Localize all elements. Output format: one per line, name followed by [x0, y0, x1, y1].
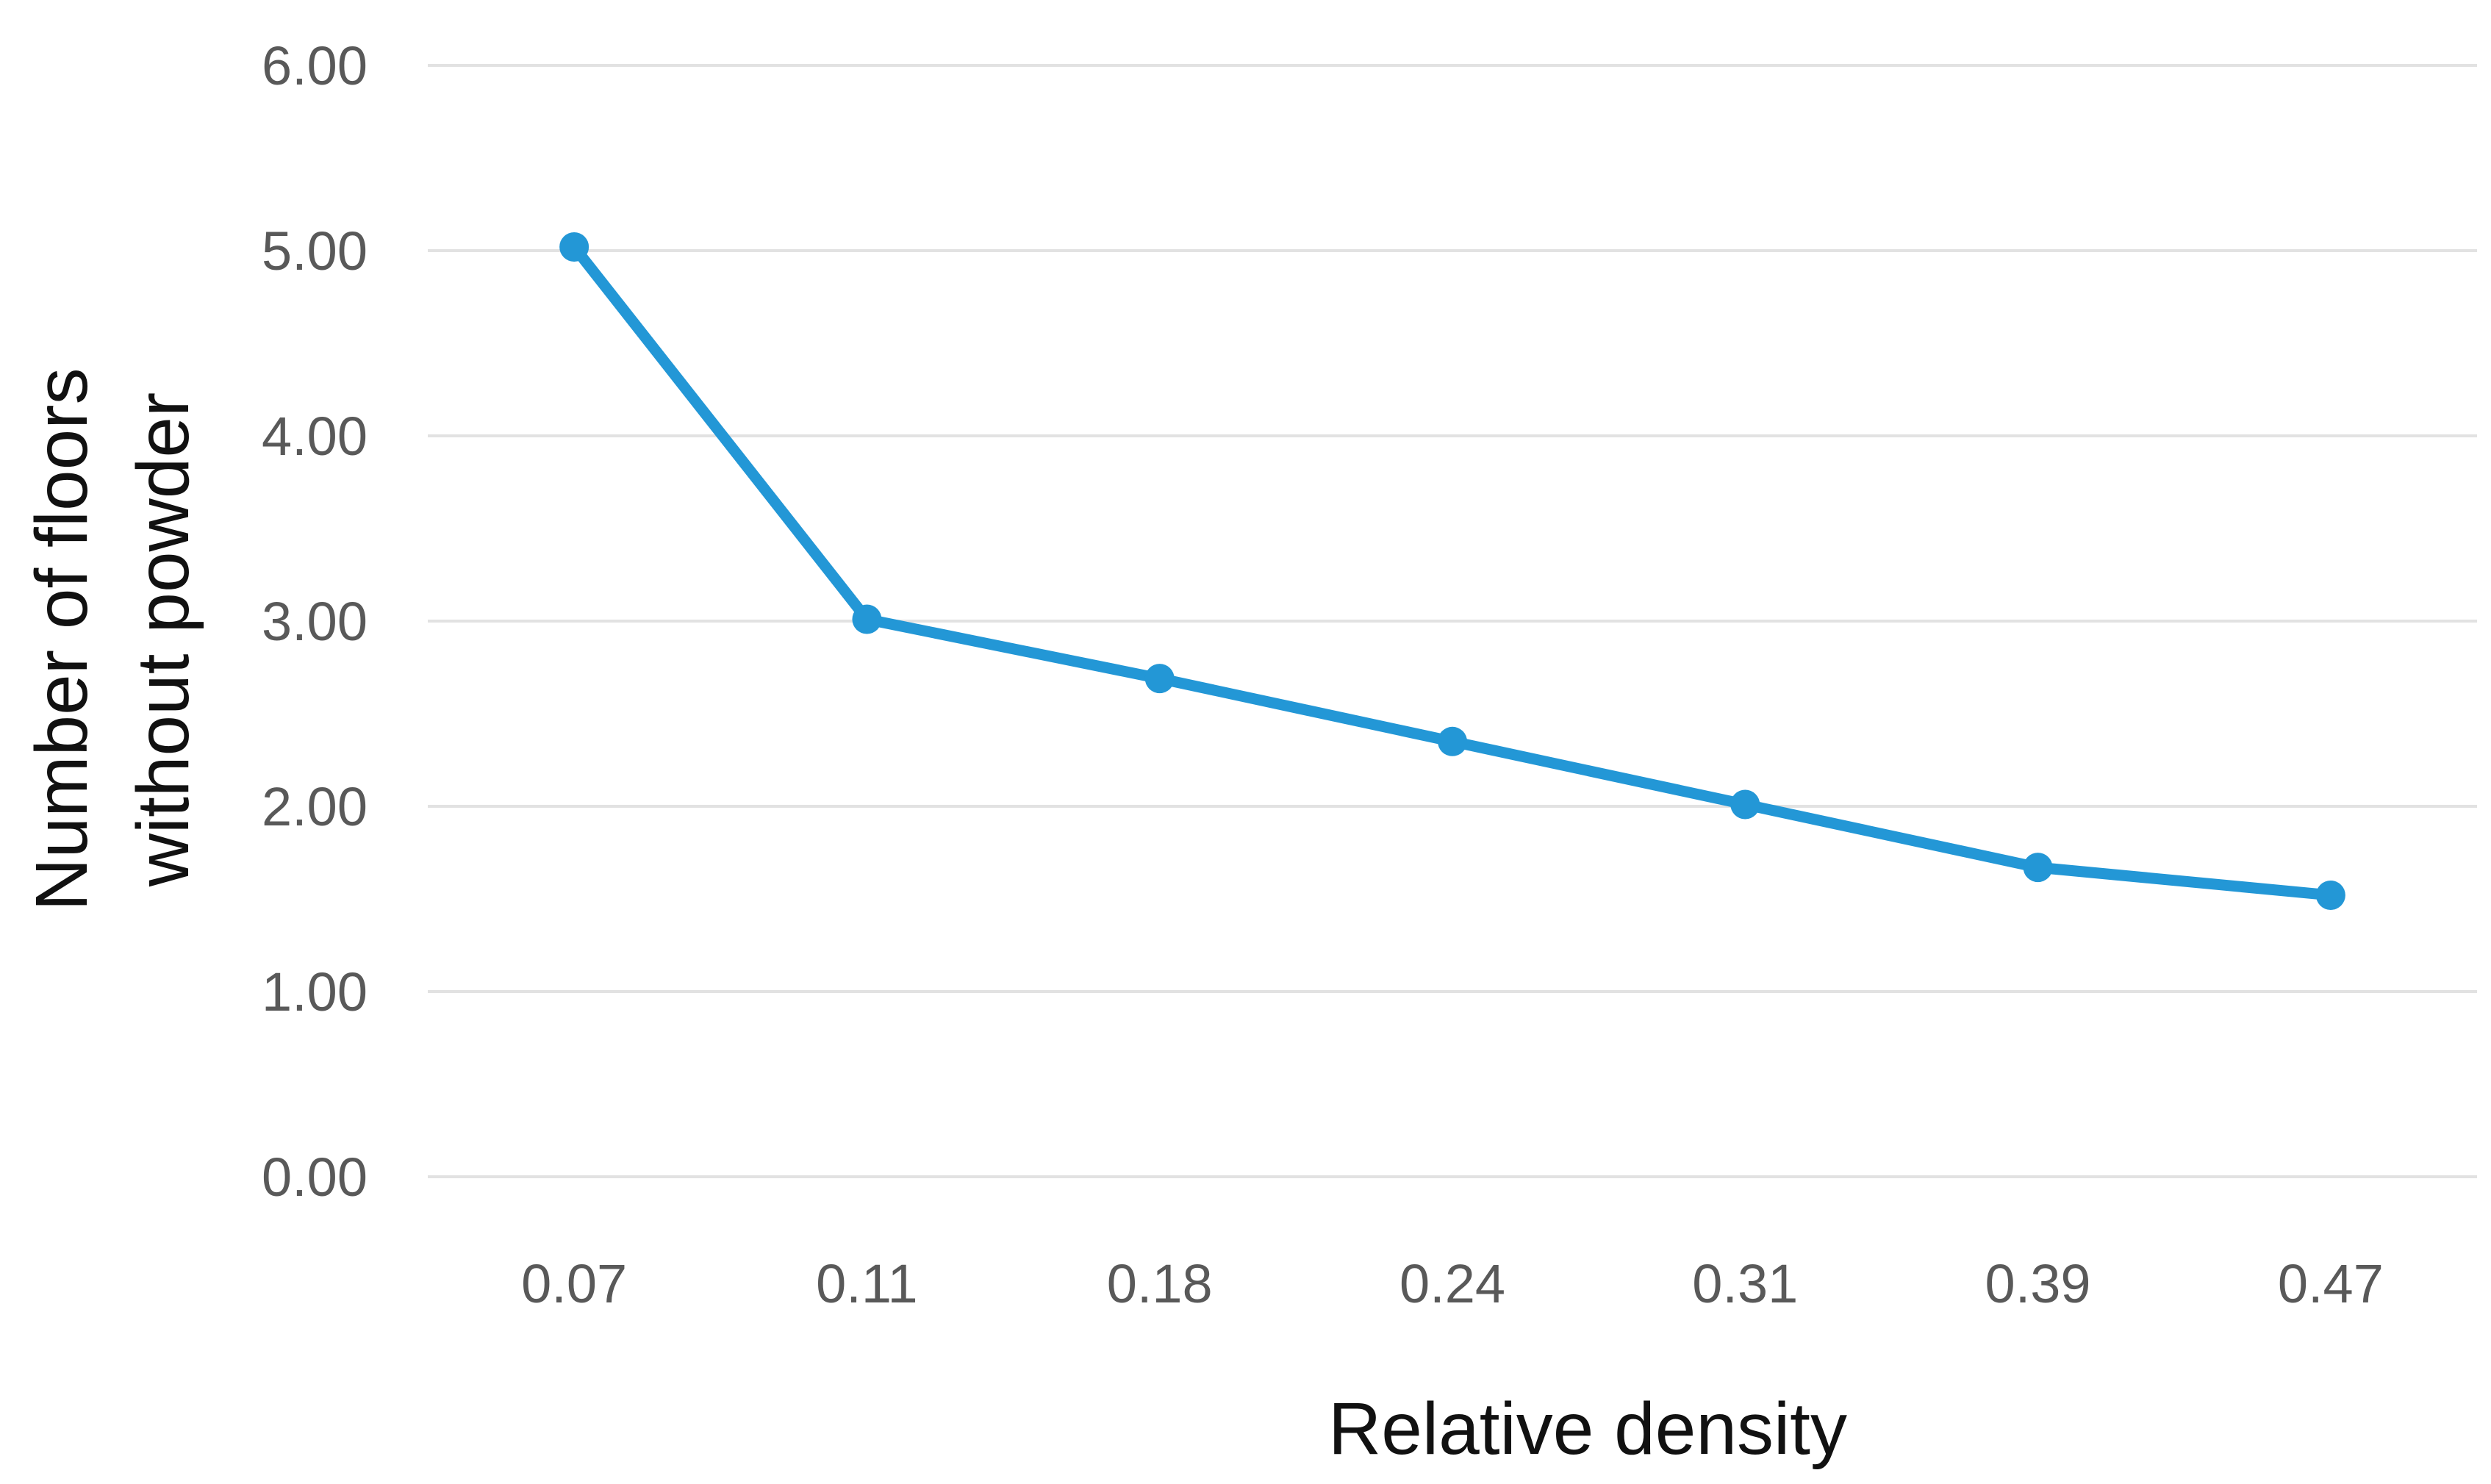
x-axis-tick-label: 0.47	[2278, 1253, 2384, 1314]
series-line	[568, 241, 2337, 901]
data-point	[852, 604, 882, 634]
y-axis-tick-label: 0.00	[262, 1147, 368, 1208]
data-point	[1438, 726, 1467, 756]
y-axis-tick-label: 3.00	[262, 591, 368, 652]
y-axis-tick-label: 6.00	[262, 35, 368, 96]
data-point	[2023, 853, 2053, 883]
y-axis-tick-label: 5.00	[262, 221, 368, 282]
y-axis-title-line2: without powder	[122, 392, 204, 888]
data-point	[1144, 664, 1175, 694]
gridlines-group	[428, 64, 2477, 1178]
x-axis-tick-label: 0.24	[1399, 1253, 1505, 1314]
data-point	[2315, 880, 2345, 910]
y-axis-tick-label: 4.00	[262, 406, 368, 467]
y-axis-title: Number of floors without powder	[21, 368, 204, 911]
x-axis-title: Relative density	[1328, 1388, 1847, 1470]
data-series-group	[559, 232, 2345, 910]
x-axis-tick-label: 0.31	[1692, 1253, 1798, 1314]
y-axis-title-line1: Number of floors	[21, 368, 103, 911]
x-axis-tick-label: 0.39	[1985, 1253, 2091, 1314]
data-point	[559, 232, 589, 262]
y-axis-tick-label: 2.00	[262, 776, 368, 837]
x-axis-tick-label: 0.11	[816, 1253, 918, 1314]
x-axis-tick-label: 0.18	[1107, 1253, 1213, 1314]
x-axis-tick-label: 0.07	[521, 1253, 627, 1314]
y-axis-tick-label: 1.00	[262, 961, 368, 1022]
y-axis-tick-labels: 0.00 1.00 2.00 3.00 4.00 5.00 6.00	[262, 35, 368, 1208]
data-point	[1730, 789, 1760, 820]
x-axis-tick-labels: 0.07 0.11 0.18 0.24 0.31 0.39 0.47	[521, 1253, 2384, 1314]
